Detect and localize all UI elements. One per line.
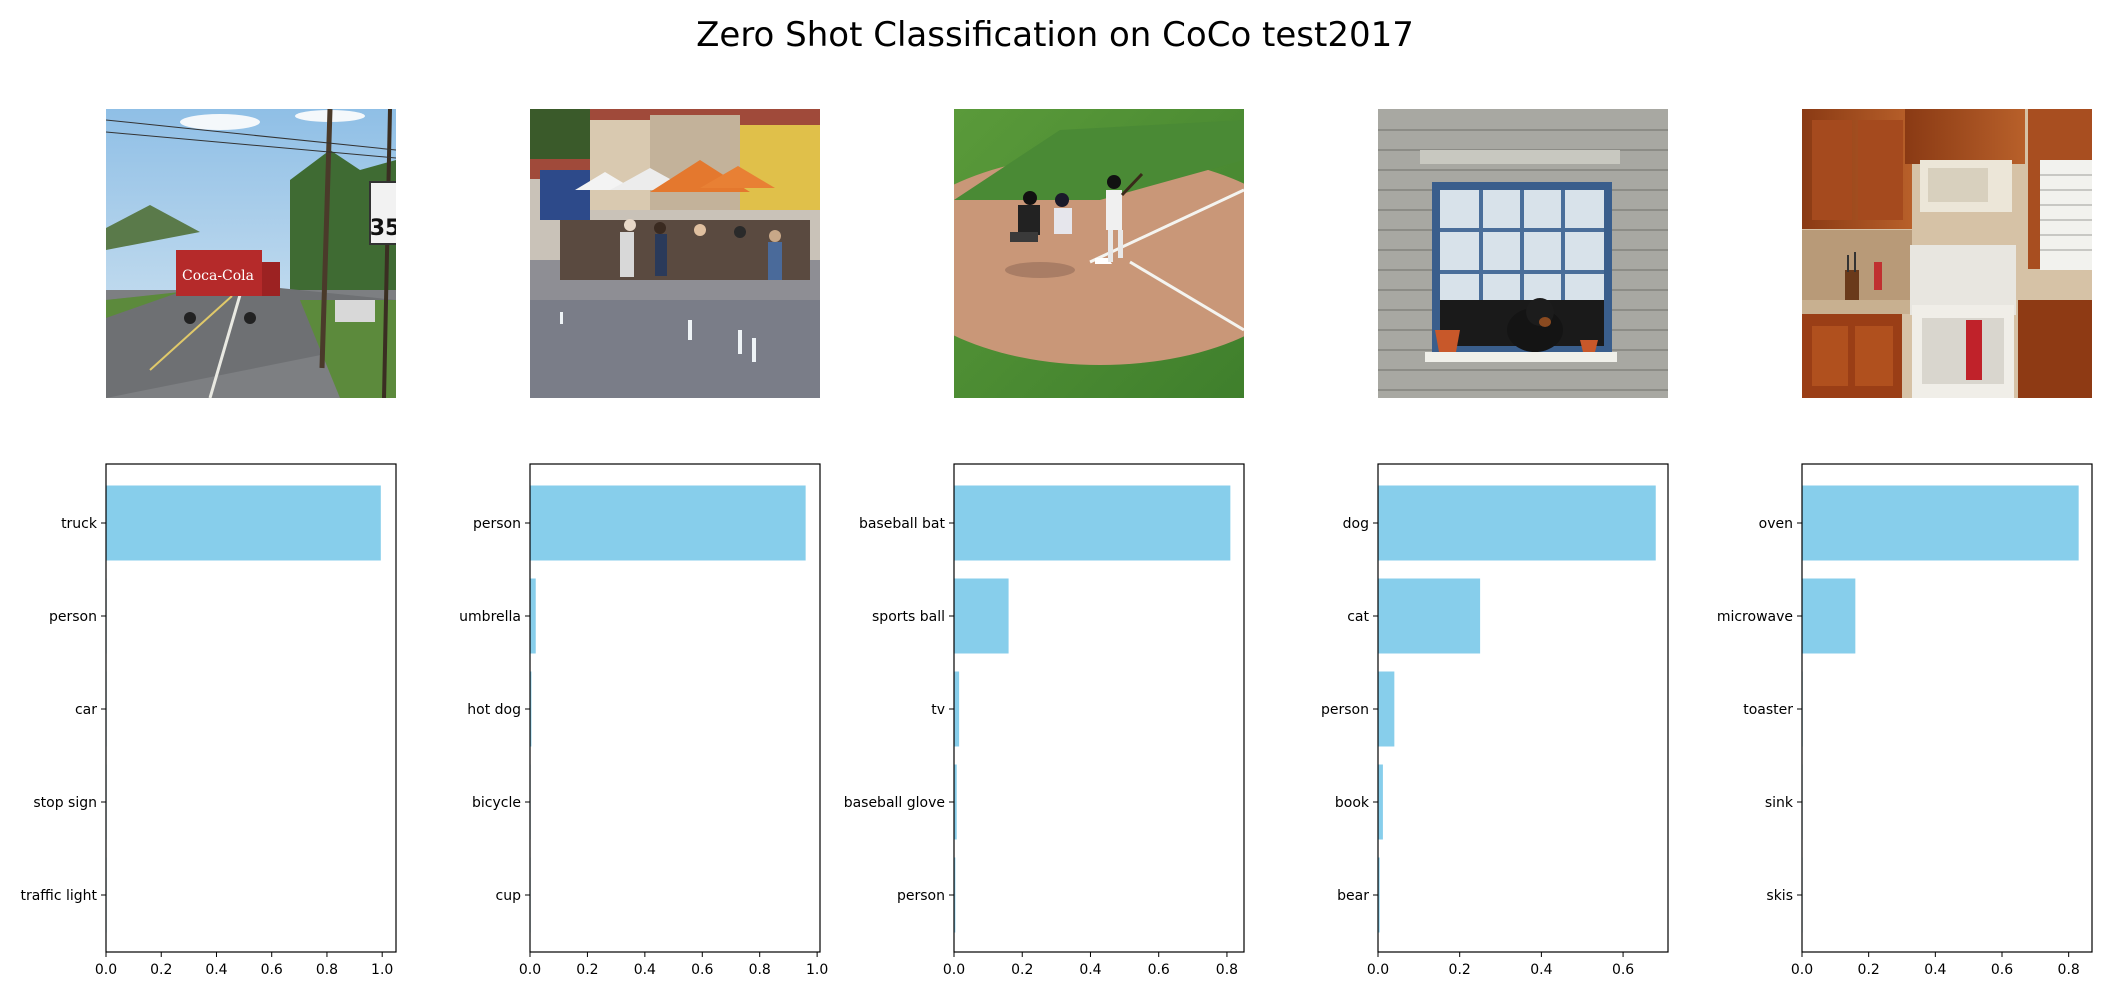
bar xyxy=(954,578,1009,654)
category-label: cat xyxy=(1347,609,1369,625)
category-label: person xyxy=(49,609,97,625)
x-tick-label: 0.4 xyxy=(205,962,227,978)
x-tick-label: 0.6 xyxy=(261,962,283,978)
bar xyxy=(954,671,960,747)
bar xyxy=(530,578,536,654)
category-label: truck xyxy=(61,516,98,532)
bar xyxy=(954,764,957,840)
bar xyxy=(1802,578,1856,654)
x-tick-label: 0.6 xyxy=(691,962,713,978)
bar-chart-2: person umbrella hot dog bicycle cup 0.0 0.2 0.4… xyxy=(459,463,828,978)
x-tick-label: 0.0 xyxy=(1791,962,1813,978)
x-tick-label: 0.2 xyxy=(1858,962,1880,978)
category-label: bicycle xyxy=(472,795,521,811)
x-tick-label: 1.0 xyxy=(371,962,393,978)
bar xyxy=(1378,671,1395,747)
x-tick-label: 0.4 xyxy=(634,962,656,978)
bar-chart-3: baseball bat sports ball tv baseball glove p… xyxy=(844,463,1245,978)
x-tick-label: 0.2 xyxy=(1011,962,1033,978)
category-label: oven xyxy=(1759,516,1793,532)
category-label: hot dog xyxy=(467,702,521,718)
bar xyxy=(1378,578,1481,654)
category-label: person xyxy=(473,516,521,532)
bar xyxy=(1378,485,1656,561)
svg-text:35: 35 xyxy=(370,216,401,241)
category-label: baseball bat xyxy=(859,516,946,532)
bar xyxy=(530,485,806,561)
x-tick-label: 0.8 xyxy=(1216,962,1238,978)
x-tick-label: 0.0 xyxy=(943,962,965,978)
x-tick-label: 0.6 xyxy=(1991,962,2013,978)
category-label: microwave xyxy=(1717,609,1793,625)
axes-frame xyxy=(953,463,1245,953)
x-tick-label: 0.6 xyxy=(1148,962,1170,978)
category-label: person xyxy=(897,888,945,904)
axes-frame xyxy=(529,463,821,953)
x-tick-label: 0.8 xyxy=(316,962,338,978)
x-tick-label: 0.4 xyxy=(1079,962,1101,978)
category-label: sink xyxy=(1765,795,1794,811)
axes-frame xyxy=(1377,463,1669,953)
photo-baseball xyxy=(954,109,1244,398)
photo-truck-road: Coca-Cola 35 xyxy=(106,109,401,398)
category-label: dog xyxy=(1343,516,1369,532)
category-label: bear xyxy=(1337,888,1369,904)
figure-title: Zero Shot Classification on CoCo test201… xyxy=(696,15,1414,55)
category-label: cup xyxy=(496,888,522,904)
x-tick-label: 0.4 xyxy=(1924,962,1946,978)
category-label: traffic light xyxy=(20,888,97,904)
category-label: sports ball xyxy=(872,609,945,625)
x-tick-label: 0.2 xyxy=(576,962,598,978)
photo-kitchen xyxy=(1802,109,2092,398)
x-tick-label: 0.0 xyxy=(519,962,541,978)
truck-logo: Coca-Cola xyxy=(182,268,254,284)
x-tick-label: 0.8 xyxy=(749,962,771,978)
x-tick-label: 0.0 xyxy=(1367,962,1389,978)
x-tick-label: 0.0 xyxy=(95,962,117,978)
bar-chart-5: oven microwave toaster sink skis 0.0 0.2 0.4 0.6… xyxy=(1717,463,2093,978)
bar xyxy=(1378,764,1383,840)
x-tick-label: 0.8 xyxy=(2058,962,2080,978)
x-tick-label: 0.2 xyxy=(1449,962,1471,978)
category-label: tv xyxy=(931,702,945,718)
axes-frame xyxy=(105,463,397,953)
category-label: person xyxy=(1321,702,1369,718)
category-label: baseball glove xyxy=(844,795,945,811)
bar-chart-1: truck person car stop sign traffic light 0.0 0… xyxy=(20,463,397,978)
category-label: toaster xyxy=(1743,702,1793,718)
photo-dog-window xyxy=(1378,109,1668,398)
category-label: umbrella xyxy=(459,609,521,625)
bar xyxy=(1802,485,2079,561)
bar xyxy=(106,485,381,561)
bar xyxy=(530,671,532,747)
category-label: skis xyxy=(1766,888,1793,904)
x-tick-label: 0.4 xyxy=(1530,962,1552,978)
x-tick-label: 0.2 xyxy=(150,962,172,978)
bar xyxy=(954,857,956,933)
category-label: car xyxy=(75,702,97,718)
x-tick-label: 1.0 xyxy=(806,962,828,978)
bar xyxy=(954,485,1231,561)
bar xyxy=(1378,857,1380,933)
axes-frame xyxy=(1801,463,2093,953)
bar-chart-4: dog cat person book bear 0.0 0.2 0.4 0.6 xyxy=(1321,463,1669,978)
x-tick-label: 0.6 xyxy=(1612,962,1634,978)
category-label: stop sign xyxy=(33,795,97,811)
category-label: book xyxy=(1335,795,1370,811)
photo-street-cafe xyxy=(530,109,820,398)
